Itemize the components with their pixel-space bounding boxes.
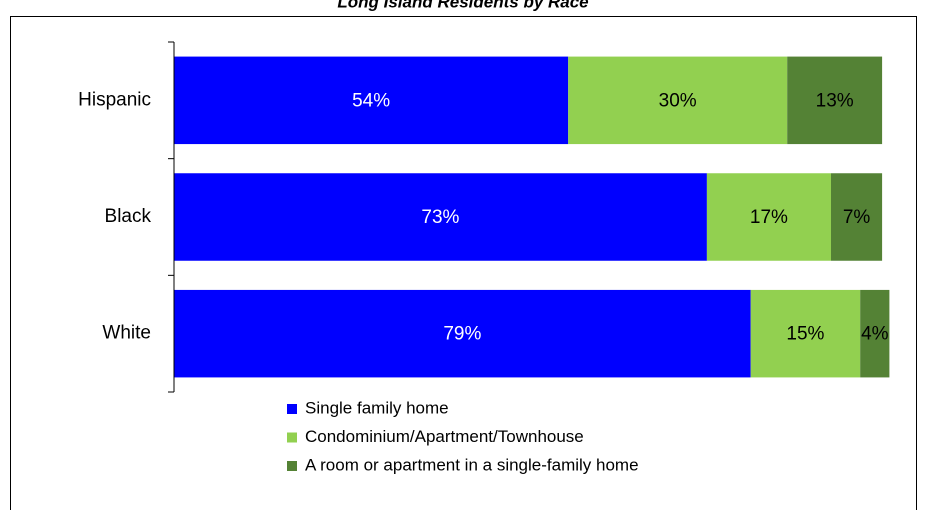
legend-label: Single family home (305, 398, 449, 417)
bar-segment (174, 173, 707, 261)
legend-swatch (287, 432, 297, 443)
chart-frame (10, 16, 917, 510)
legend-label: A room or apartment in a single-family h… (305, 455, 639, 474)
data-label: 13% (816, 90, 854, 111)
data-label: 30% (659, 90, 697, 111)
bar-segment (706, 173, 831, 261)
y-tick-label: Black (105, 206, 152, 227)
y-tick-label: White (102, 323, 151, 344)
bar-segment (174, 56, 569, 145)
data-label: 15% (786, 324, 824, 345)
bar-segment (860, 289, 890, 378)
legend-swatch (287, 404, 297, 414)
y-tick-label: Hispanic (78, 89, 151, 110)
legend-swatch (287, 461, 297, 471)
data-label: 4% (861, 324, 889, 345)
data-label: 7% (843, 207, 871, 228)
bar-segment (831, 173, 883, 261)
legend-label: Condominium/Apartment/Townhouse (305, 427, 584, 446)
data-label: 17% (750, 207, 788, 228)
bar-segment (750, 289, 861, 378)
data-label: 73% (421, 207, 459, 228)
bar-segment (568, 56, 788, 145)
data-label: 79% (443, 324, 481, 345)
data-label: 54% (352, 90, 390, 111)
bar-segment (787, 56, 883, 145)
chart-title: Long Island Residents by Race (337, 0, 588, 11)
bar-segment (174, 289, 751, 378)
